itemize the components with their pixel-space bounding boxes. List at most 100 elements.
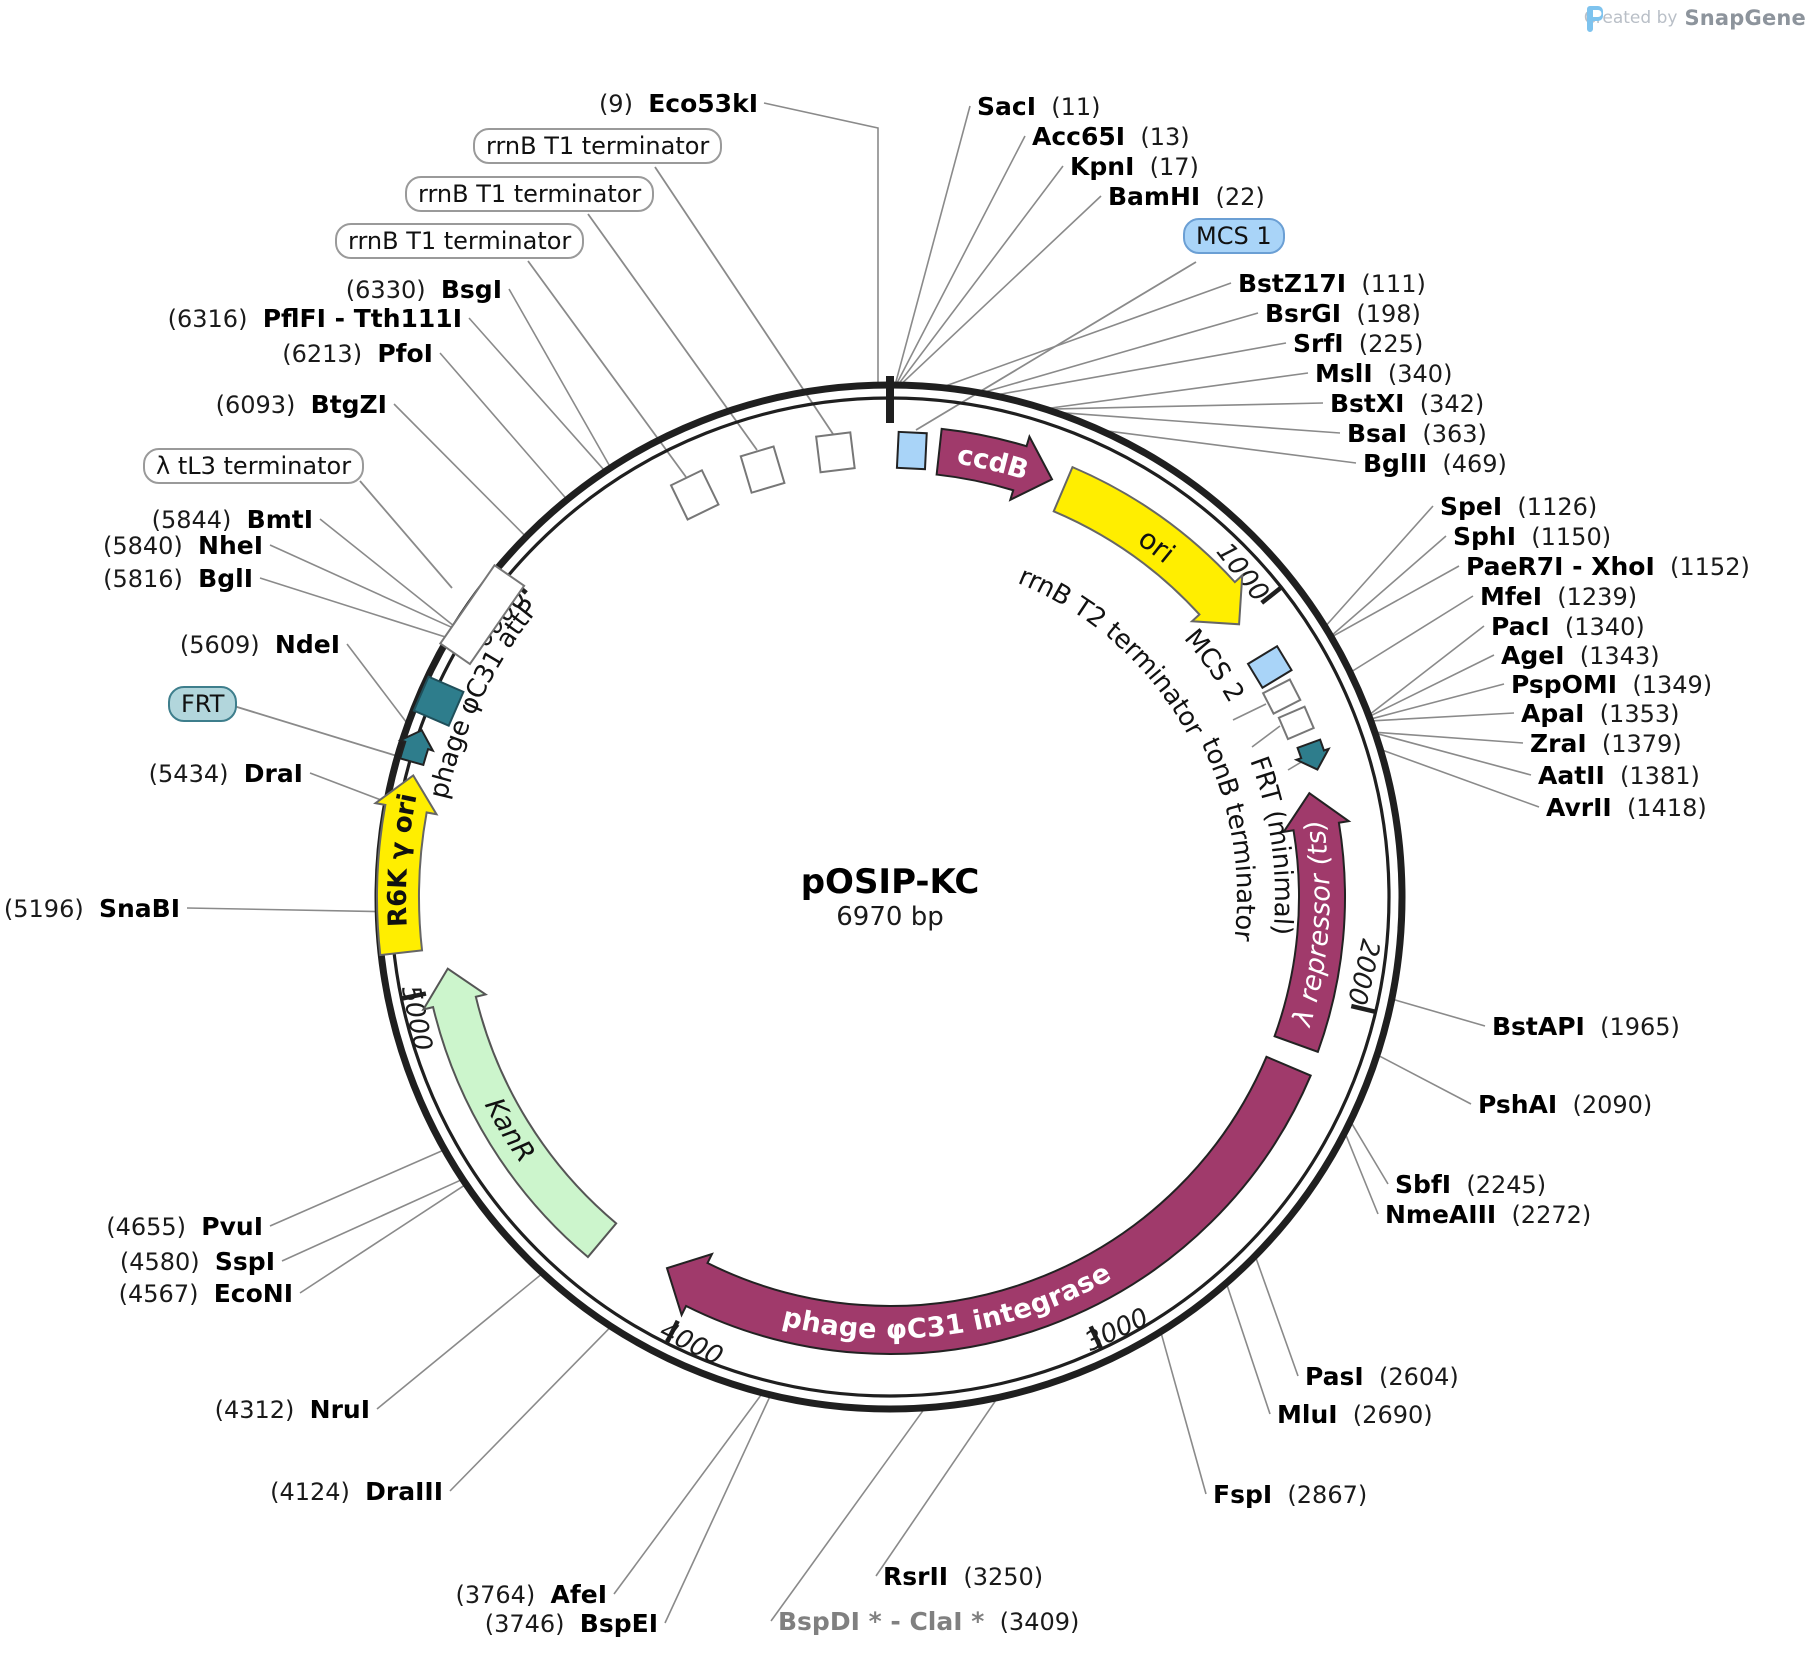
feature-phage φC31 integrase bbox=[665, 1055, 1312, 1355]
scale-label-3000: 3000 bbox=[1081, 1303, 1154, 1358]
feature-FRT (minimal) bbox=[1293, 738, 1331, 771]
site-label-BglI: (5816) BglI bbox=[103, 565, 253, 594]
site-label-AfeI: (3764) AfeI bbox=[455, 1580, 607, 1610]
annotation-bubble-rrnB-T1-terminator-1: rrnB T1 terminator bbox=[405, 176, 655, 212]
site-name: Acc65I bbox=[1032, 122, 1126, 151]
leader-line-1343 bbox=[1368, 654, 1495, 718]
site-position: (111) bbox=[1346, 270, 1426, 298]
site-name: NdeI bbox=[274, 630, 340, 659]
leader-line-17 bbox=[897, 165, 1064, 386]
leader-line bbox=[1232, 703, 1267, 721]
leader-line-363 bbox=[1054, 411, 1341, 434]
leader-line-5840 bbox=[269, 544, 455, 630]
site-position: (5434) bbox=[148, 760, 244, 788]
site-position: (1126) bbox=[1502, 493, 1598, 521]
site-name: PfoI bbox=[377, 339, 433, 368]
site-position: (5816) bbox=[103, 565, 199, 593]
leader-line-11 bbox=[894, 105, 971, 386]
site-position: (4312) bbox=[214, 1396, 310, 1424]
site-name: BspDI * - ClaI * bbox=[778, 1607, 985, 1636]
feature-rrnB T2 terminator box bbox=[1261, 678, 1302, 715]
site-name: AatII bbox=[1538, 761, 1605, 790]
leader-line-4124 bbox=[449, 1325, 612, 1492]
site-label-SspI: (4580) SspI bbox=[120, 1248, 275, 1277]
leader-line-22 bbox=[899, 195, 1102, 386]
site-position: (13) bbox=[1125, 123, 1190, 151]
scale-tick-3000 bbox=[1088, 1325, 1104, 1351]
site-name: BmtI bbox=[246, 505, 313, 534]
site-name: EcoNI bbox=[213, 1279, 293, 1308]
site-position: (1349) bbox=[1617, 671, 1713, 699]
leader-line-1349 bbox=[1369, 683, 1505, 720]
site-name: SphI bbox=[1453, 522, 1517, 551]
site-label-NmeAIII: NmeAIII (2272) bbox=[1385, 1201, 1592, 1230]
leader-line-6093 bbox=[393, 403, 527, 538]
snapgene-brand-text: SnapGene bbox=[1684, 6, 1806, 30]
leader-line-1239 bbox=[1349, 595, 1474, 674]
bubble-leader-4 bbox=[359, 480, 453, 589]
plasmid-title-block: pOSIP-KC 6970 bp bbox=[801, 863, 980, 933]
leader-line-6213 bbox=[439, 352, 568, 501]
leader-line-3764 bbox=[613, 1392, 764, 1595]
leader-line-2867 bbox=[1159, 1331, 1207, 1495]
site-label-Eco53kI: (9) Eco53kI bbox=[598, 89, 758, 119]
site-position: (2272) bbox=[1496, 1201, 1592, 1229]
site-label-KpnI: KpnI (17) bbox=[1070, 152, 1199, 182]
site-label-PaeR7I-XhoI: PaeR7I - XhoI (1152) bbox=[1466, 553, 1750, 582]
leader-line-2690 bbox=[1225, 1282, 1271, 1415]
site-position: (2604) bbox=[1363, 1363, 1459, 1391]
site-position: (17) bbox=[1134, 153, 1199, 181]
site-label-MluI: MluI (2690) bbox=[1277, 1401, 1433, 1430]
leader-line-1150 bbox=[1330, 535, 1447, 637]
site-name: NheI bbox=[198, 531, 263, 560]
site-label-PspOMI: PspOMI (1349) bbox=[1511, 670, 1713, 700]
site-label-BstZ17I: BstZ17I (111) bbox=[1238, 270, 1426, 299]
site-label-SbfI: SbfI (2245) bbox=[1395, 1171, 1546, 1200]
leader-line-1340 bbox=[1368, 625, 1485, 716]
leader-line bbox=[1251, 725, 1281, 748]
site-label-SacI: SacI (11) bbox=[977, 93, 1101, 122]
feature-λ repressor (ts) bbox=[1273, 791, 1352, 1054]
bubble-leader-3 bbox=[915, 261, 1197, 431]
site-label-PshAI: PshAI (2090) bbox=[1478, 1091, 1652, 1120]
site-position: (4655) bbox=[106, 1213, 202, 1241]
site-position: (5609) bbox=[179, 631, 275, 659]
site-name: PacI bbox=[1491, 612, 1550, 641]
feature-rrnB T1 terminator box 3 bbox=[815, 431, 856, 474]
leader-line-5816 bbox=[259, 577, 449, 639]
site-name: PspOMI bbox=[1511, 670, 1618, 699]
site-name: AfeI bbox=[550, 1580, 607, 1609]
site-position: (1239) bbox=[1542, 583, 1638, 611]
inner-label-MCS 2: MCS 2 bbox=[1178, 624, 1250, 708]
site-label-BsrGI: BsrGI (198) bbox=[1265, 300, 1421, 329]
site-label-ApaI: ApaI (1353) bbox=[1521, 700, 1679, 729]
site-label-BsaI: BsaI (363) bbox=[1347, 420, 1487, 449]
site-label-BmtI: (5844) BmtI bbox=[151, 505, 313, 535]
feature-ccdB bbox=[935, 427, 1054, 502]
site-name: MfeI bbox=[1480, 582, 1543, 611]
site-name: BamHI bbox=[1108, 182, 1201, 211]
leader-line-5196 bbox=[186, 907, 379, 913]
scale-tick-2000 bbox=[1350, 1003, 1377, 1014]
leader-line-4567 bbox=[299, 1183, 467, 1294]
site-name: RsrII bbox=[883, 1562, 949, 1591]
site-name: Eco53kI bbox=[648, 89, 758, 118]
site-position: (1150) bbox=[1516, 523, 1612, 551]
feature-ori bbox=[1052, 465, 1244, 626]
snapgene-logo-icon bbox=[1586, 6, 1603, 32]
site-label-Acc65I: Acc65I (13) bbox=[1032, 122, 1190, 152]
site-position: (5844) bbox=[151, 506, 247, 534]
site-position: (1343) bbox=[1564, 642, 1660, 670]
site-position: (2867) bbox=[1272, 1481, 1368, 1509]
leader-line-342 bbox=[1045, 402, 1324, 410]
leader-line-225 bbox=[992, 342, 1287, 397]
site-position: (9) bbox=[598, 90, 649, 118]
feature-rrnB T1 terminator box 1 bbox=[669, 468, 720, 521]
site-name: KpnI bbox=[1070, 152, 1135, 181]
leader-line-1965 bbox=[1391, 998, 1486, 1027]
site-label-BamHI: BamHI (22) bbox=[1108, 182, 1265, 212]
feature-phage φC31 attP bbox=[412, 675, 465, 728]
site-position: (3250) bbox=[948, 1563, 1044, 1591]
feature-FRT bbox=[397, 728, 435, 767]
